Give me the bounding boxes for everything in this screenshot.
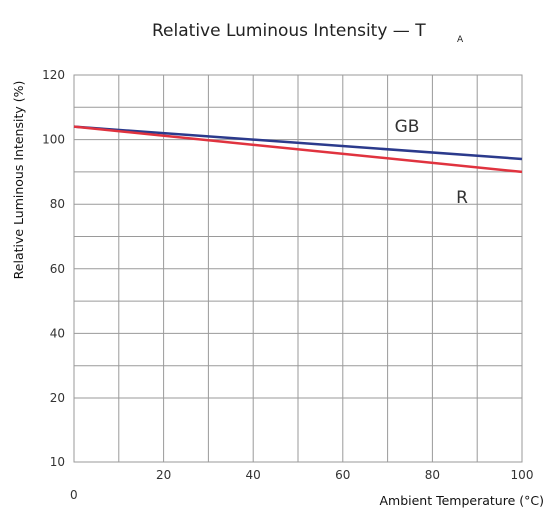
y-axis-label: Relative Luminous Intensity (%) [11,81,26,280]
tick-labels: 10 20 40 60 80 100 120 0 20 40 60 80 100 [42,68,533,502]
y-tick-label: 60 [50,262,65,276]
y-tick-label: 120 [42,68,65,82]
series-line-r [73,125,523,174]
y-tick-label: 20 [50,391,65,405]
y-tick-label: 10 [50,455,65,469]
series-line-gb [73,125,523,161]
series-lines [73,125,523,174]
grid-lines [74,75,522,462]
x-tick-label: 100 [511,468,534,482]
chart-title-text: Relative Luminous Intensity — T [152,21,426,41]
x-tick-label: 80 [425,468,440,482]
plot-frame [73,74,523,463]
series-labels: GB R [395,117,469,208]
x-tick-label: 20 [156,468,171,482]
series-label-gb: GB [395,117,420,137]
y-tick-label: 100 [42,133,65,147]
x-axis-label: Ambient Temperature (°C) [379,493,544,508]
chart-title: Relative Luminous Intensity — T A [152,21,464,45]
x-tick-label: 0 [70,488,78,502]
y-tick-label: 80 [50,197,65,211]
x-tick-label: 60 [335,468,350,482]
chart-title-subscript: A [457,35,464,45]
x-tick-label: 40 [246,468,261,482]
series-label-r: R [456,188,468,208]
y-tick-label: 40 [50,326,65,340]
